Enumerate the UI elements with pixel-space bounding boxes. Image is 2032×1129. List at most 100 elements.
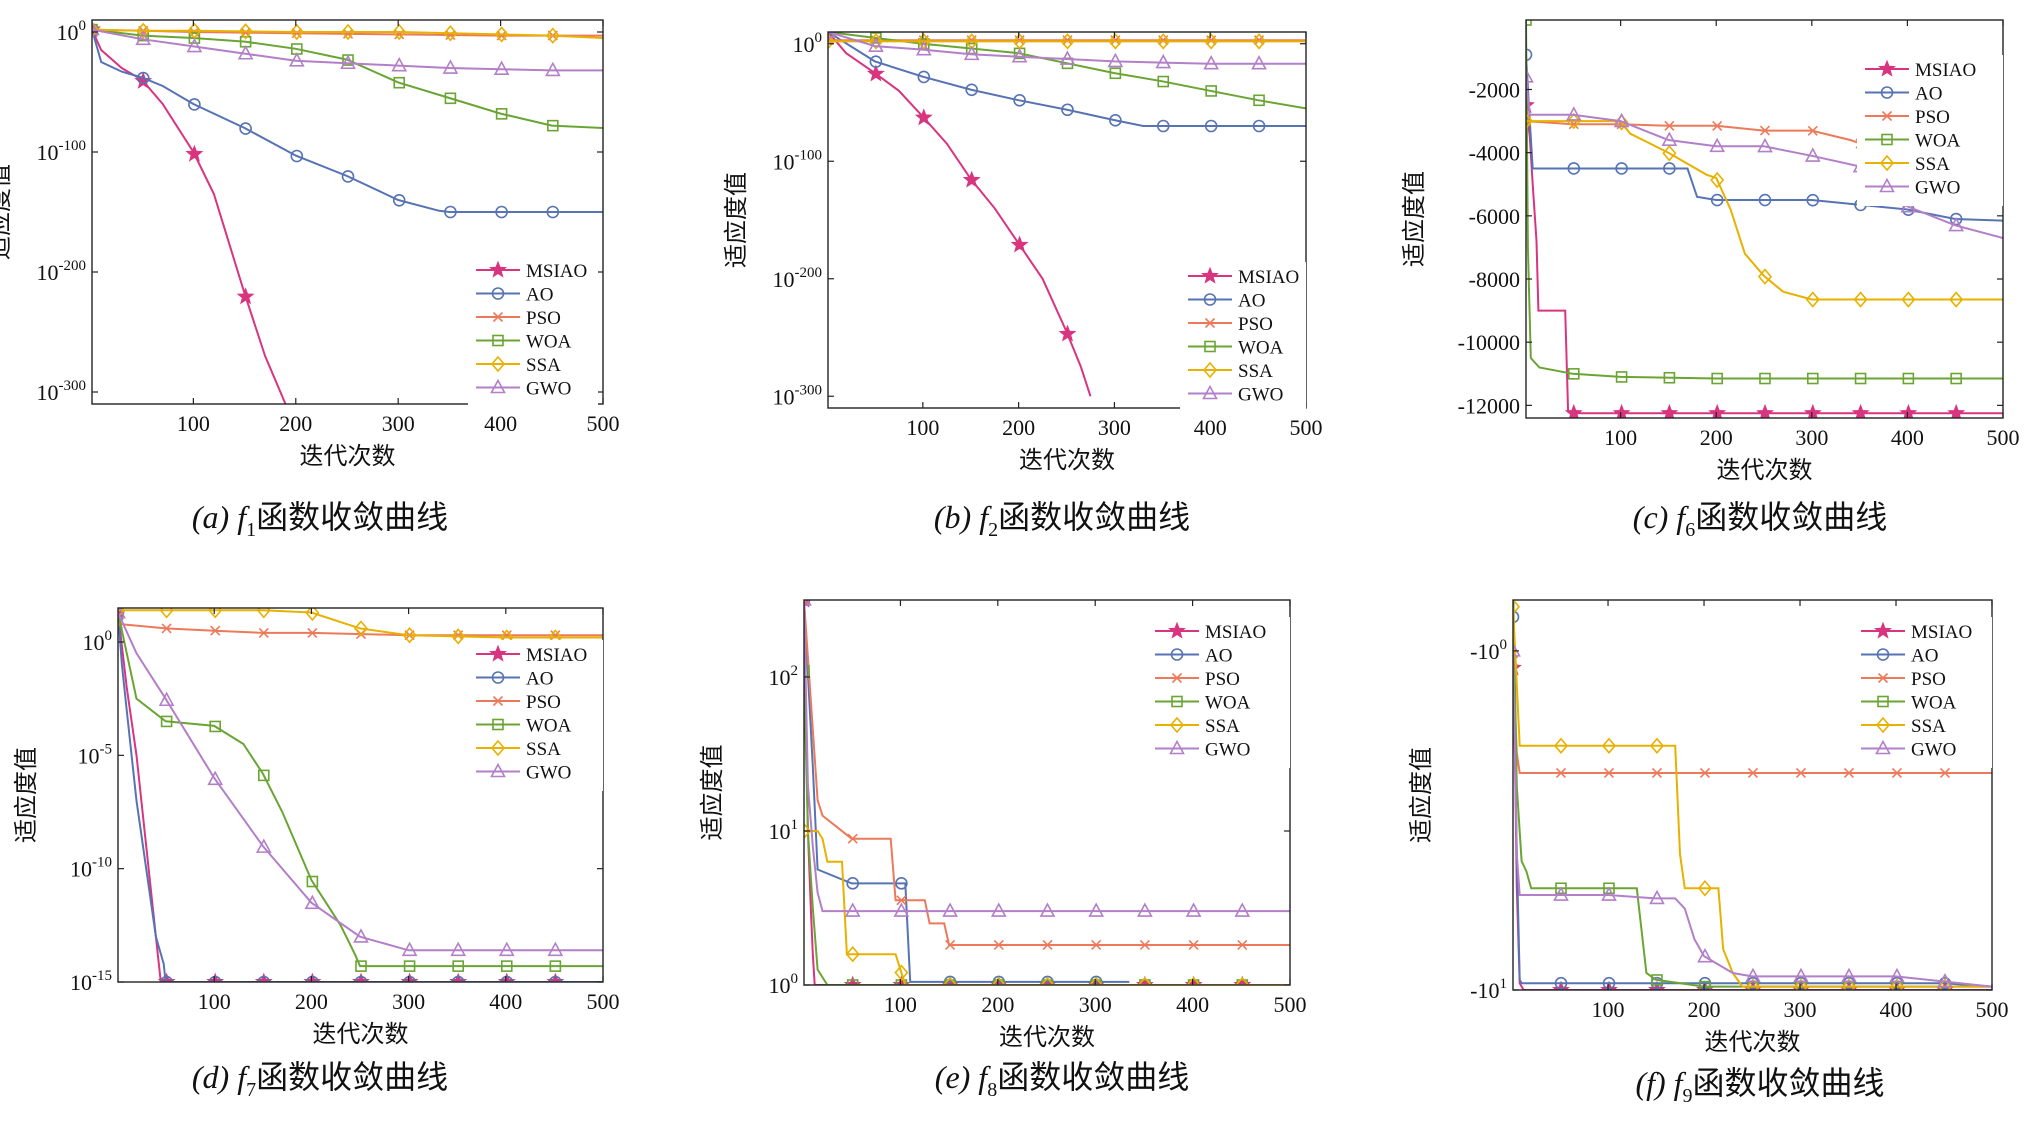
chart-c: 100 200 300 400 500 -2000 -4000 -6000 -8000 -1000… [1401,19,2020,541]
series-line-woa [828,32,1306,110]
plot-frame [1512,599,1993,991]
y-tick-exponent: 1 [791,817,799,833]
y-tick-label: -4000 [1469,141,1520,166]
y-tick-label: 101 [769,817,799,844]
data-point-msiao [1851,403,1870,418]
data-point-woa [547,119,559,132]
y-tick-exponent: -100 [59,138,87,154]
y-tick-label: 10-10 [70,855,112,882]
y-axis-label: 适应度值 [723,172,750,268]
legend-marker [490,739,506,757]
x-tick-label: 300 [1784,997,1817,1022]
legend-label: GWO [526,379,571,400]
caption-suffix: 函数收敛曲线 [256,499,448,535]
data-point-ssa [1566,112,1581,130]
data-point-pso [258,627,269,638]
legend-item-ao: AO [1155,646,1232,667]
series-line-gwo [804,600,1290,913]
data-point-gwo [1793,967,1809,983]
data-point-woa [495,108,508,120]
data-point-ao [341,170,355,183]
data-point-woa [1950,372,1962,385]
x-tick-label: 400 [489,989,522,1014]
y-tick-exponent: -10 [92,855,112,871]
data-point-ssa [1853,291,1868,308]
data-point-ao [136,71,150,85]
data-point-ao [444,205,457,219]
legend-item-ao: AO [1861,646,1938,667]
data-point-pso [1807,125,1818,136]
data-point-ssa [1793,978,1809,990]
caption: (a) f1函数收敛曲线 [192,499,448,541]
data-point-gwo [1889,967,1905,983]
y-tick-exponent: 0 [1500,637,1508,653]
data-point-ssa [1889,978,1905,990]
data-point-ssa [256,608,271,619]
y-tick-base: 10 [773,149,795,174]
legend-label: PSO [1238,314,1273,335]
legend-item-pso: PSO [1865,107,1950,128]
data-point-ssa [1649,737,1665,755]
x-tick-label: 100 [198,989,231,1014]
data-point-gwo [1553,886,1569,901]
data-point-woa [452,960,464,972]
y-tick-exponent: -5 [100,741,113,757]
data-point-woa [1555,882,1567,895]
data-point-ao [354,975,368,982]
data-point-pso [342,28,354,39]
y-tick-label: -8000 [1469,267,1520,292]
legend-marker [1881,110,1893,122]
data-point-ao [188,98,201,111]
data-point-ssa [1186,976,1201,985]
data-point-msiao [185,144,204,162]
x-tick-label: 300 [1079,992,1112,1017]
data-point-ao [239,122,252,135]
y-tick-base: 10 [769,819,791,844]
data-point-ao [495,205,508,219]
legend-label: WOA [526,332,572,353]
series-line-ssa [1513,606,1992,988]
legend-item-msiao: MSIAO [1861,621,1972,643]
markers-ao [804,600,1103,985]
legend-marker [492,311,504,323]
legend-item-gwo: GWO [1861,740,1956,761]
caption: (c) f6函数收敛曲线 [1633,499,1887,541]
data-point-msiao [1660,403,1679,418]
y-tick-label: 100 [793,30,823,57]
y-tick-label: 10-300 [773,382,823,409]
data-point-gwo [493,60,510,76]
legend-label: AO [1915,84,1942,105]
x-tick-label: 200 [1002,415,1035,440]
caption: (f) f9函数收敛曲线 [1635,1065,1884,1107]
series-group [1526,20,2003,418]
y-tick-exponent: -200 [795,265,823,281]
data-point-ao [306,975,319,982]
y-axis-label: 适应度值 [1408,747,1435,843]
data-point-ssa [894,964,909,981]
data-point-woa [1253,94,1265,107]
data-point-woa [1139,979,1151,985]
legend-marker [1204,340,1216,353]
data-point-msiao [1756,403,1774,418]
data-point-ssa [1526,112,1534,130]
markers-woa [1526,20,1962,385]
legend-item-ssa: SSA [1188,361,1273,382]
data-point-woa [306,875,319,888]
x-axis-label: 迭代次数 [313,1021,409,1048]
data-point-msiao [1010,235,1029,253]
data-point-gwo [353,928,369,943]
markers-ssa [92,21,560,44]
data-point-ssa [545,27,560,44]
legend-label: MSIAO [1238,267,1299,288]
x-tick-label: 500 [1987,425,2020,450]
data-point-gwo [340,54,356,70]
legend-box [1180,262,1306,413]
plot-frame [91,19,604,405]
data-point-woa [1567,368,1580,380]
data-point-ao [549,975,562,982]
data-point-ao [1526,48,1533,62]
legend-item-msiao: MSIAO [1188,266,1299,288]
data-point-gwo [1251,55,1267,70]
y-tick-exponent: 1 [1500,976,1508,992]
